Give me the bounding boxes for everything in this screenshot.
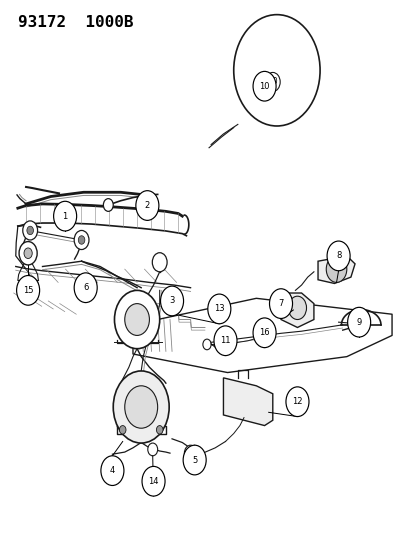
Text: 13: 13 — [214, 304, 224, 313]
Text: 1: 1 — [62, 212, 68, 221]
Circle shape — [24, 248, 32, 259]
Circle shape — [252, 318, 275, 348]
Circle shape — [74, 273, 97, 303]
Text: 3: 3 — [169, 296, 174, 305]
Circle shape — [23, 221, 38, 240]
Circle shape — [202, 339, 211, 350]
Circle shape — [183, 445, 206, 475]
Polygon shape — [317, 256, 354, 284]
Circle shape — [152, 253, 167, 272]
Text: 8: 8 — [335, 252, 340, 261]
Circle shape — [214, 326, 237, 356]
Circle shape — [19, 241, 37, 265]
Circle shape — [78, 236, 85, 244]
Polygon shape — [223, 378, 272, 425]
Circle shape — [156, 425, 163, 434]
Circle shape — [326, 241, 349, 271]
Text: 10: 10 — [259, 82, 269, 91]
Circle shape — [124, 304, 149, 335]
Circle shape — [119, 425, 126, 434]
Circle shape — [207, 294, 230, 324]
Circle shape — [233, 14, 319, 126]
Circle shape — [269, 289, 292, 318]
Circle shape — [74, 230, 89, 249]
Text: 9: 9 — [356, 318, 361, 327]
Circle shape — [113, 371, 169, 443]
Circle shape — [325, 256, 346, 282]
Circle shape — [252, 71, 275, 101]
Circle shape — [265, 72, 280, 92]
Circle shape — [54, 201, 76, 231]
Text: 14: 14 — [148, 477, 159, 486]
Text: 2: 2 — [145, 201, 150, 210]
Circle shape — [17, 276, 40, 305]
Circle shape — [114, 290, 159, 349]
Circle shape — [101, 456, 123, 486]
Text: 10: 10 — [267, 77, 277, 86]
Circle shape — [124, 386, 157, 428]
Circle shape — [160, 286, 183, 316]
Circle shape — [142, 466, 165, 496]
Text: 6: 6 — [83, 283, 88, 292]
Text: 15: 15 — [23, 286, 33, 295]
Circle shape — [288, 296, 306, 319]
Text: 93172  1000B: 93172 1000B — [18, 14, 133, 30]
Circle shape — [135, 191, 159, 220]
Circle shape — [147, 443, 157, 456]
Text: 5: 5 — [192, 456, 197, 465]
Circle shape — [184, 445, 196, 461]
Text: 4: 4 — [109, 466, 115, 475]
Text: 12: 12 — [292, 397, 302, 406]
Circle shape — [27, 226, 33, 235]
Circle shape — [285, 387, 308, 417]
Text: 7: 7 — [278, 299, 283, 308]
Text: 16: 16 — [259, 328, 269, 337]
Circle shape — [347, 308, 370, 337]
Circle shape — [103, 199, 113, 212]
Polygon shape — [280, 293, 313, 327]
Circle shape — [258, 331, 266, 342]
Text: 11: 11 — [220, 336, 230, 345]
